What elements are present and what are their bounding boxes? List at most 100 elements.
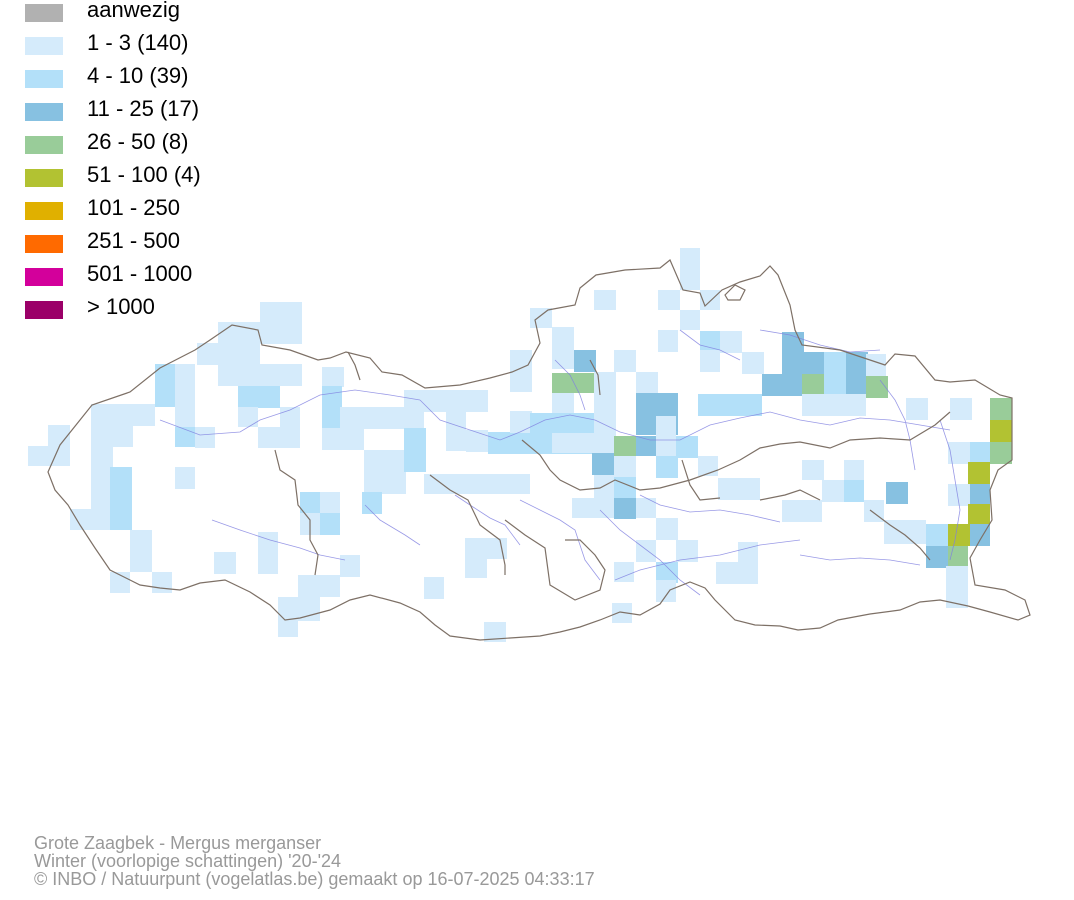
- grid-cell: [926, 524, 948, 546]
- legend-swatch: [25, 301, 63, 319]
- border-line: [347, 351, 361, 381]
- grid-cell: [782, 332, 804, 374]
- river-line: [594, 411, 951, 441]
- grid-cell: [782, 500, 822, 522]
- grid-cell: [968, 442, 990, 464]
- grid-cell: [91, 425, 133, 447]
- border-line: [759, 489, 821, 501]
- grid-cell: [278, 597, 320, 621]
- grid-cell: [110, 467, 132, 530]
- river-line: [639, 494, 781, 523]
- grid-cell: [238, 407, 258, 427]
- grid-cell: [636, 436, 656, 456]
- legend-swatch: [25, 268, 63, 286]
- grid-cell: [175, 467, 195, 489]
- grid-cell: [552, 327, 574, 369]
- river-line: [159, 389, 421, 436]
- border-line: [589, 359, 601, 396]
- grid-cell: [552, 393, 574, 413]
- grid-cell: [656, 456, 678, 478]
- grid-cell: [614, 436, 636, 458]
- grid-cell: [175, 427, 195, 447]
- grid-cell: [614, 562, 634, 582]
- legend-label: 501 - 1000: [87, 261, 193, 286]
- grid-cell: [340, 407, 424, 429]
- grid-cell: [300, 492, 320, 514]
- grid-cell: [155, 364, 177, 407]
- grid-cell: [656, 436, 678, 458]
- border-line: [429, 474, 506, 575]
- grid-cell: [636, 540, 656, 562]
- grid-cell: [594, 290, 616, 310]
- species-name: Grote Zaagbek - Mergus merganser: [34, 833, 322, 853]
- grid-cell: [28, 446, 70, 466]
- legend-label: 26 - 50 (8): [87, 129, 189, 154]
- legend-swatch: [25, 169, 63, 187]
- grid-cell: [404, 390, 488, 412]
- grid-cell: [552, 373, 594, 393]
- grid-cell: [718, 478, 760, 500]
- grid-cell: [530, 308, 552, 328]
- grid-cell: [950, 398, 972, 420]
- grid-cell: [948, 524, 970, 546]
- grid-cell: [886, 482, 908, 504]
- grid-cell: [680, 248, 700, 290]
- river-line: [599, 509, 701, 596]
- river-line: [679, 329, 741, 361]
- grid-cell: [968, 524, 990, 546]
- grid-cell: [466, 430, 488, 452]
- grid-cell: [968, 484, 990, 506]
- grid-cell: [592, 453, 614, 475]
- grid-cell: [572, 498, 614, 518]
- grid-cell: [990, 398, 1012, 420]
- grid-cell: [258, 427, 300, 448]
- grid-cell: [824, 352, 846, 394]
- legend-item: 4 - 10 (39): [25, 63, 325, 94]
- river-line: [759, 329, 881, 353]
- legend-item: aanwezig: [25, 0, 325, 28]
- grid-cell: [322, 367, 344, 387]
- legend-swatch: [25, 70, 63, 88]
- legend-swatch: [25, 103, 63, 121]
- grid-cell: [844, 480, 864, 502]
- grid-cell: [738, 542, 758, 562]
- grid-cell: [636, 498, 656, 518]
- river-line: [554, 359, 586, 411]
- grid-cell: [218, 322, 260, 364]
- legend-swatch: [25, 37, 63, 55]
- grid-cell: [698, 394, 762, 416]
- grid-cell: [990, 442, 1012, 464]
- border-line: [521, 411, 951, 491]
- river-line: [799, 554, 921, 566]
- border-line: [47, 259, 1031, 641]
- legend-label: 1 - 3 (140): [87, 30, 189, 55]
- river-line: [519, 499, 601, 581]
- river-line: [614, 539, 801, 581]
- province-borders: [47, 259, 1031, 641]
- legend-item: 11 - 25 (17): [25, 96, 325, 127]
- legend-label: aanwezig: [87, 0, 180, 22]
- grid-cell: [698, 456, 718, 476]
- grid-cell: [990, 420, 1012, 442]
- legend-swatch: [25, 136, 63, 154]
- grid-cell: [742, 352, 764, 374]
- border-line: [681, 459, 721, 501]
- grid-cell: [175, 364, 195, 427]
- legend-label: 4 - 10 (39): [87, 63, 189, 88]
- grid-cell: [322, 386, 342, 428]
- legend-item: > 1000: [25, 294, 325, 325]
- grid-cell: [676, 540, 698, 562]
- legend-item: 51 - 100 (4): [25, 162, 325, 193]
- grid-cell: [866, 376, 888, 398]
- grid-cell: [362, 492, 382, 514]
- legend-item: 1 - 3 (140): [25, 30, 325, 61]
- legend-swatch: [25, 202, 63, 220]
- river-line: [419, 399, 596, 441]
- grid-cell: [802, 374, 824, 396]
- border-line: [274, 449, 319, 576]
- grid-cell: [484, 622, 506, 642]
- legend-item: 26 - 50 (8): [25, 129, 325, 160]
- grid-cell: [846, 352, 868, 394]
- grid-cell: [802, 460, 824, 480]
